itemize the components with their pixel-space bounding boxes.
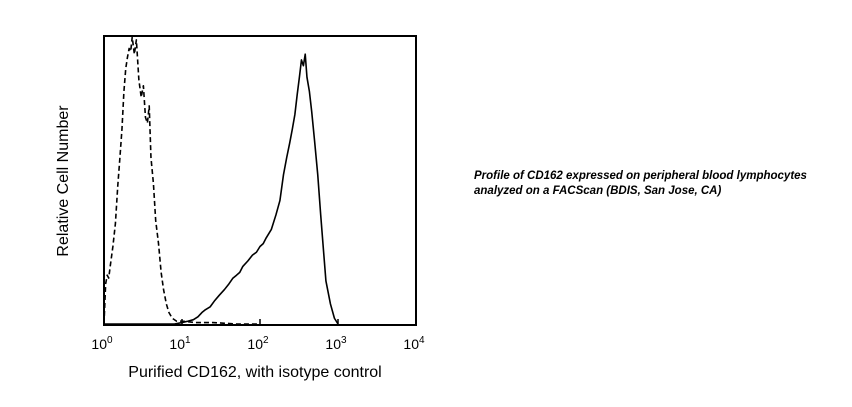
x-tick-label: 102 [247, 335, 269, 352]
x-tick-exponent: 3 [341, 335, 347, 346]
x-tick-exponent: 0 [107, 335, 113, 346]
y-axis-label: Relative Cell Number [55, 105, 72, 257]
x-tick-exponent: 1 [185, 335, 191, 346]
x-tick-exponent: 4 [419, 335, 425, 346]
x-tick-base: 10 [325, 336, 341, 352]
x-tick-base: 10 [247, 336, 263, 352]
x-tick-label: 104 [403, 335, 425, 352]
cd162-histogram [104, 53, 339, 325]
x-tick-base: 10 [91, 336, 107, 352]
histogram-series [103, 36, 339, 325]
figure-caption: Profile of CD162 expressed on peripheral… [474, 170, 807, 197]
isotype-control-histogram [103, 36, 260, 325]
plot-frame [103, 35, 417, 326]
x-axis-label: Purified CD162, with isotype control [128, 364, 381, 381]
x-tick-label: 100 [91, 335, 113, 352]
x-tick-exponent: 2 [263, 335, 269, 346]
x-tick-label: 101 [169, 335, 191, 352]
x-tick-base: 10 [403, 336, 419, 352]
x-axis-ticks: 100 101 102 103 104 [91, 319, 425, 352]
x-tick-label: 103 [325, 335, 347, 352]
x-tick-base: 10 [169, 336, 185, 352]
